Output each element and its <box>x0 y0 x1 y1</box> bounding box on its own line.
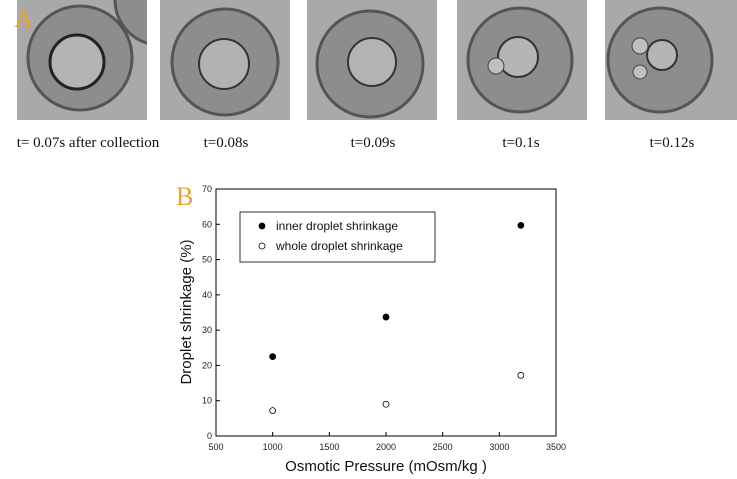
y-tick-label: 40 <box>202 290 212 300</box>
point <box>269 407 277 414</box>
point <box>382 400 390 408</box>
x-tick-label: 500 <box>208 442 223 452</box>
image-caption: t=0.12s <box>650 135 695 151</box>
image-caption: t= 0.07s after collection <box>17 135 160 151</box>
micrograph <box>17 0 147 120</box>
panel-label: A <box>14 4 33 33</box>
legend-box <box>239 211 436 263</box>
panel-label: B <box>176 182 193 211</box>
image-caption: t=0.09s <box>351 135 396 151</box>
x-tick-label: 3500 <box>546 442 566 452</box>
y-tick-label: 30 <box>202 325 212 335</box>
legend-label: whole droplet shrinkage <box>275 239 403 253</box>
micrograph <box>457 0 587 120</box>
x-tick-label: 3000 <box>489 442 509 452</box>
legend-marker <box>258 222 266 230</box>
point <box>382 313 390 321</box>
image-caption: t=0.1s <box>502 135 539 151</box>
point <box>517 371 525 379</box>
x-tick-label: 2000 <box>376 442 396 452</box>
y-tick-label: 60 <box>202 219 212 229</box>
x-tick-label: 2500 <box>433 442 453 452</box>
point <box>269 353 277 361</box>
image-caption: t=0.08s <box>204 135 249 151</box>
y-tick-label: 50 <box>202 255 212 265</box>
micrograph <box>307 0 437 120</box>
x-tick-label: 1500 <box>319 442 339 452</box>
y-tick-label: 20 <box>202 360 212 370</box>
x-axis-label: Osmotic Pressure (mOsm/kg ) <box>285 458 487 475</box>
micrograph <box>160 0 290 120</box>
y-axis-label: Droplet shrinkage (%) <box>178 239 195 384</box>
legend-label: inner droplet shrinkage <box>276 219 398 233</box>
y-tick-label: 0 <box>207 431 212 441</box>
micrograph <box>605 0 737 120</box>
y-tick-label: 10 <box>202 396 212 406</box>
legend-marker <box>258 242 266 250</box>
point <box>517 221 525 229</box>
y-tick-label: 70 <box>202 184 212 194</box>
x-tick-label: 1000 <box>263 442 283 452</box>
